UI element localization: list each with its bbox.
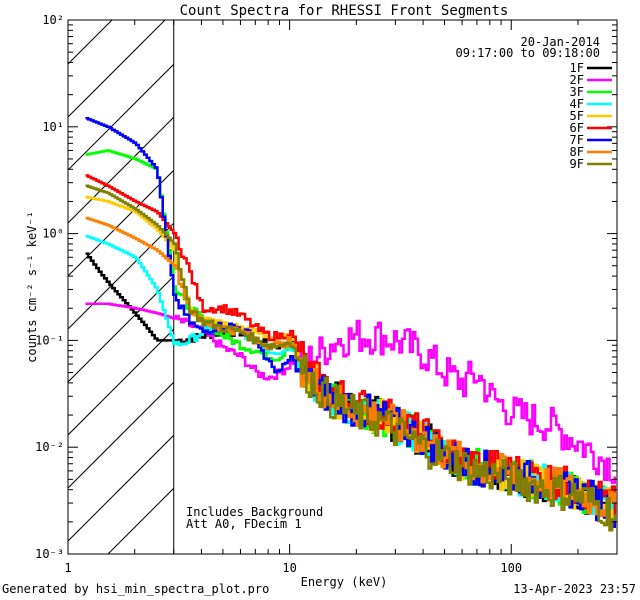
y-tick-label: 10² [42,13,64,27]
legend-label: 3F [570,85,584,99]
hatch-line [68,275,174,383]
legend-label: 5F [570,109,584,123]
legend-label: 2F [570,73,584,87]
hatch-line [68,63,174,171]
hatch-line [68,328,174,436]
hatched-region [68,20,174,554]
x-axis-labels: 1 10 100 [64,561,522,575]
time-range-label: 09:17:00 to 09:18:00 [456,46,601,60]
chart-title: Count Spectra for RHESSI Front Segments [180,3,509,19]
hatch-line [68,434,174,542]
legend-label: 1F [570,61,584,75]
footer-generator: Generated by hsi_min_spectra_plot.pro [2,582,270,596]
legend-label: 7F [570,133,584,147]
series-line-2F [85,302,617,484]
footer-timestamp: 13-Apr-2023 23:57 [513,582,636,596]
annotation-background: Includes Background [186,505,323,519]
series-group [85,117,617,532]
y-tick-label: 10⁻¹ [35,333,64,347]
hatch-line [68,381,174,489]
x-tick-label: 100 [500,561,522,575]
y-axis-label: counts cm⁻² s⁻¹ keV⁻¹ [25,211,39,363]
hatch-line [68,116,174,224]
y-tick-label: 10⁰ [42,227,64,241]
hatch-line [68,222,174,330]
y-tick-label: 10⁻² [35,440,64,454]
legend-label: 9F [570,157,584,171]
axis-ticks [67,19,618,555]
hatch-line [68,169,174,277]
y-tick-label: 10¹ [42,120,64,134]
date-label: 20-Jan-2014 [521,35,600,49]
legend-label: 6F [570,121,584,135]
x-tick-label: 1 [64,561,71,575]
legend-label: 8F [570,145,584,159]
y-axis-labels: 10⁻³ 10⁻² 10⁻¹ 10⁰ 10¹ 10² [35,13,64,561]
series-line-7F [85,117,617,528]
y-tick-label: 10⁻³ [35,547,64,561]
x-axis-label: Energy (keV) [301,575,388,589]
legend-label: 4F [570,97,584,111]
series-line-9F [85,184,617,532]
x-tick-label: 10 [282,561,296,575]
plot-frame [67,19,618,555]
annotation-attenuator: Att A0, FDecim 1 [186,517,302,531]
hatch-line [107,487,174,554]
